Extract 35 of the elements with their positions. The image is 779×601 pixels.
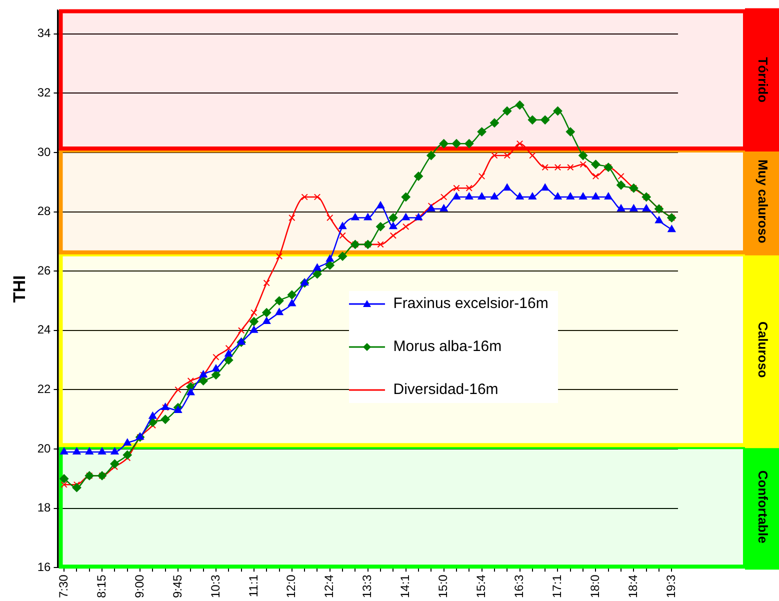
y-tick-label: 18 [37, 500, 52, 515]
x-tick-label: 9:45 [170, 574, 184, 598]
y-tick-label: 20 [37, 441, 52, 456]
x-tick-label: 8:15 [94, 574, 108, 598]
x-tick-label: 17:1 [550, 574, 564, 598]
x-tick-label: 18:0 [588, 574, 602, 598]
x-tick-label: 15:0 [436, 574, 450, 598]
x-tick-label: 7:30 [56, 574, 70, 598]
y-tick-label: 26 [37, 263, 52, 278]
band-label: Muy caluroso [755, 160, 770, 244]
band-label: Tórrido [755, 57, 770, 103]
y-tick-label: 24 [37, 322, 52, 337]
legend-label: Fraxinus excelsior-16m [393, 295, 548, 312]
x-tick-label: 18:4 [626, 574, 640, 598]
legend-label: Morus alba-16m [393, 338, 502, 356]
x-tick-label: 19:3 [664, 574, 678, 598]
x-tick-label: 14:1 [398, 574, 412, 598]
band-label: Caluroso [755, 322, 770, 378]
x-tick-label: 13:3 [360, 574, 374, 598]
x-tick-label: 10:3 [208, 574, 222, 598]
y-axis-title: THI [10, 275, 29, 303]
x-tick-label: 12:4 [322, 574, 336, 598]
y-tick-label: 28 [37, 204, 52, 218]
y-tick-label: 30 [37, 144, 52, 159]
x-tick-label: 11:1 [246, 574, 260, 598]
band-label: Confortable [755, 470, 770, 544]
x-tick-label: 16:3 [512, 574, 526, 598]
x-tick-label: 9:00 [132, 574, 146, 598]
x-tick-label: 15:4 [474, 574, 488, 598]
legend-label: Diversidad-16m [393, 381, 498, 398]
y-tick-label: 34 [37, 26, 52, 40]
y-tick-label: 16 [37, 560, 52, 574]
y-tick-label: 32 [37, 86, 52, 100]
y-tick-label: 22 [37, 382, 52, 396]
x-tick-label: 12:0 [284, 574, 298, 598]
